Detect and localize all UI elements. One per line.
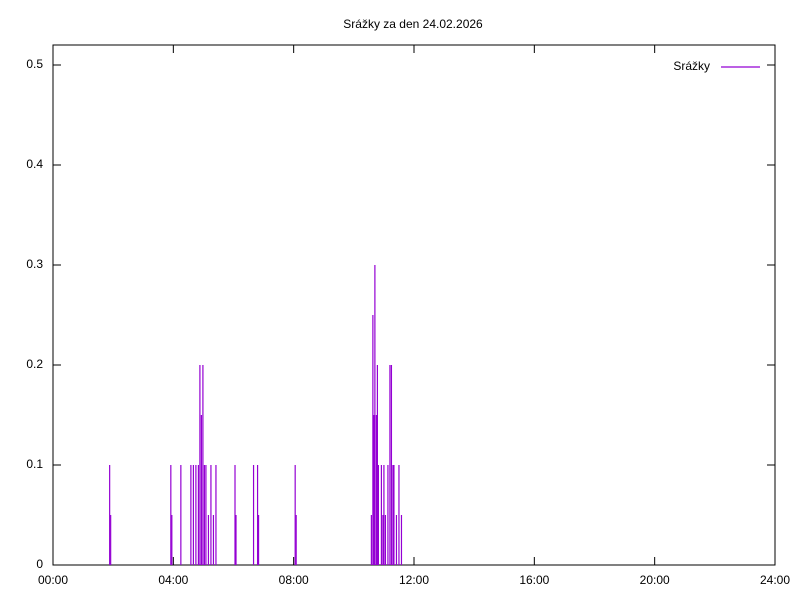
x-tick-label: 12:00 [399,573,429,587]
plot-frame [52,44,776,566]
x-tick-label: 04:00 [158,573,188,587]
y-tick-label: 0.1 [26,457,43,471]
x-tick-label: 20:00 [640,573,670,587]
y-tick-label: 0.2 [26,357,43,371]
y-tick-label: 0 [36,557,43,571]
chart-title: Srážky za den 24.02.2026 [343,17,483,31]
x-tick-label: 16:00 [519,573,549,587]
legend-label: Srážky [673,59,710,73]
x-tick-label: 00:00 [38,573,68,587]
x-tick-label: 24:00 [760,573,790,587]
y-tick-label: 0.4 [26,157,43,171]
y-tick-label: 0.3 [26,257,43,271]
y-tick-label: 0.5 [26,57,43,71]
x-tick-label: 08:00 [279,573,309,587]
